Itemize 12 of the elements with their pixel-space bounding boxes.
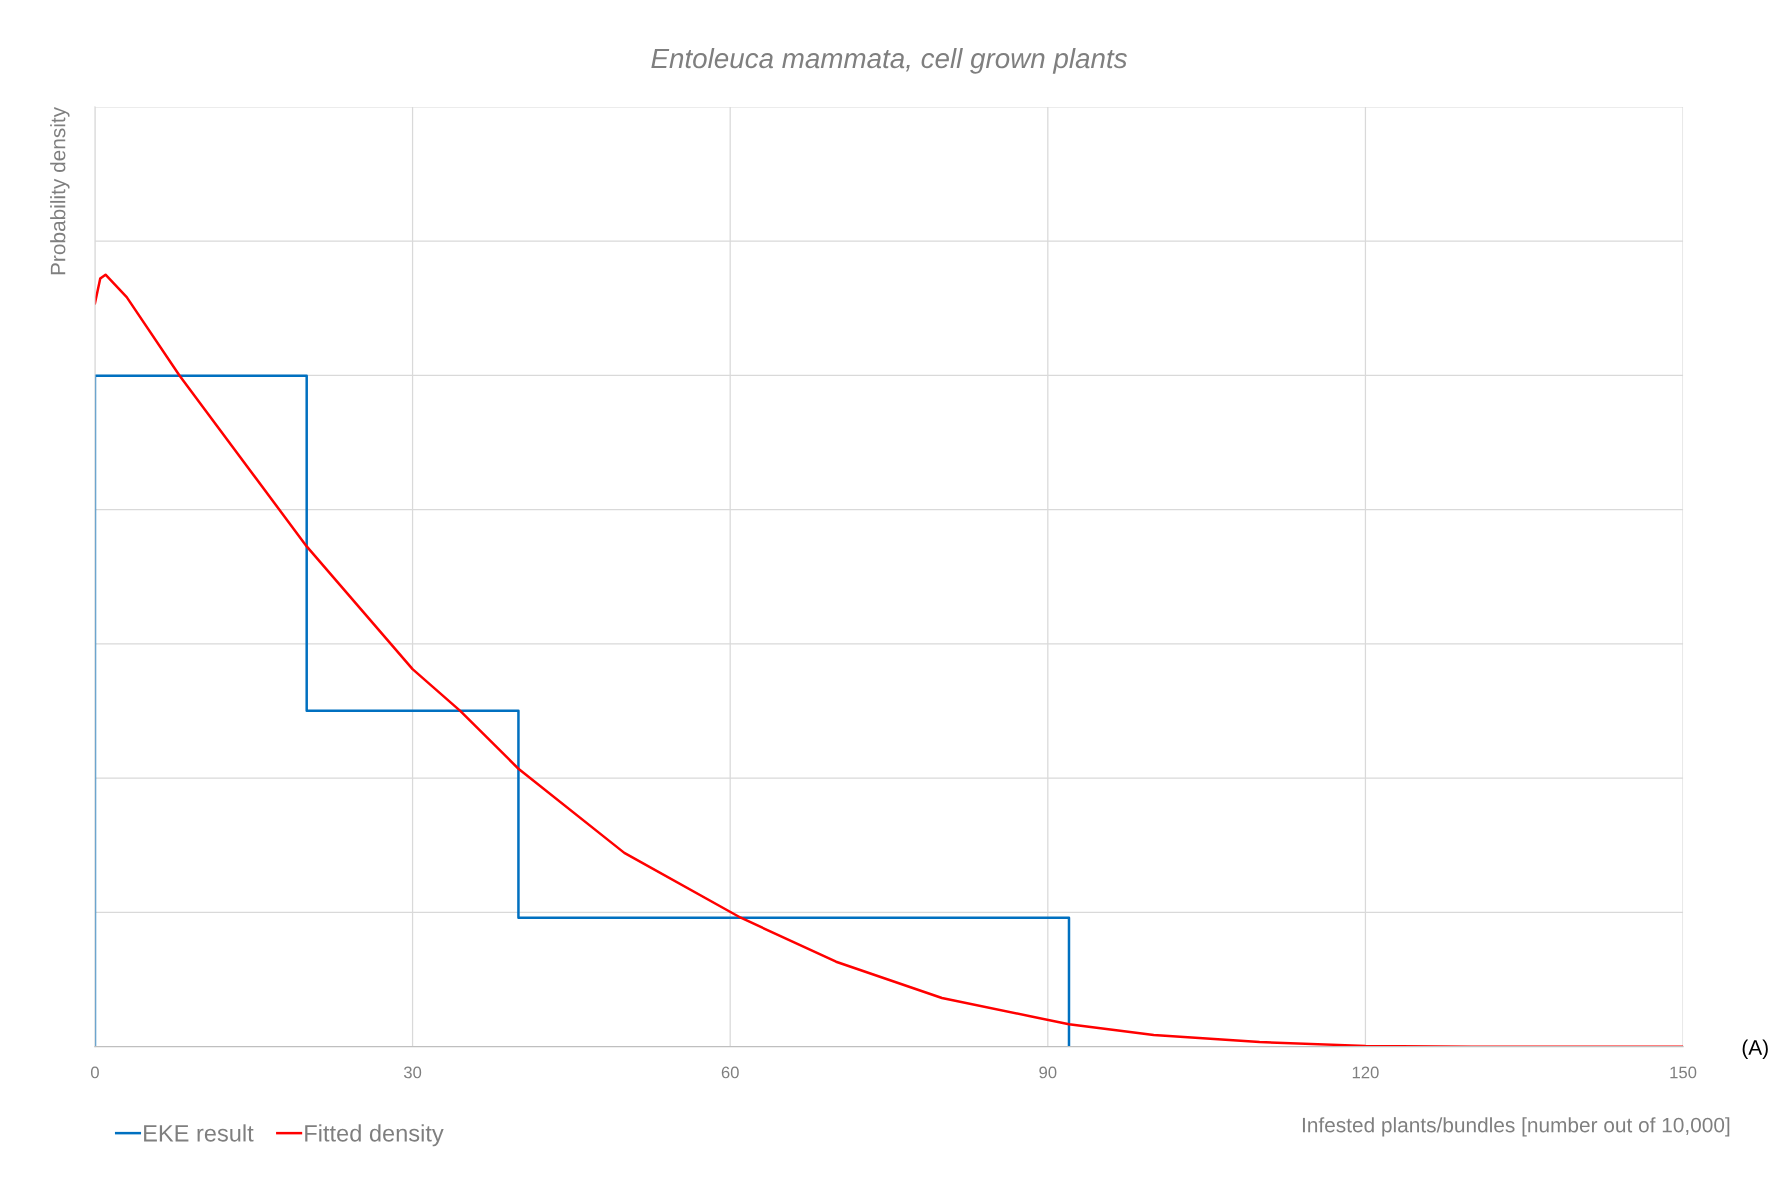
x-tick-label: 60: [721, 1066, 739, 1079]
x-tick-label: 0: [90, 1066, 99, 1079]
x-tick-label: 30: [403, 1066, 422, 1079]
x-tick-label: 90: [1039, 1066, 1057, 1079]
text: (A): [1742, 1039, 1768, 1059]
legend-label: EKE result: [144, 1124, 254, 1142]
x-tick-label: 120: [1352, 1066, 1379, 1079]
legend-label: Fitted density: [305, 1124, 444, 1147]
x-axis-title: Infested plants/bundles [number out of 10,000]: [1302, 1117, 1730, 1137]
chart-title: Entoleuca mammata, cell grown plants: [651, 47, 1127, 74]
x-tick-label: 150: [1670, 1066, 1697, 1079]
y-axis-title: Probability density: [50, 106, 70, 275]
